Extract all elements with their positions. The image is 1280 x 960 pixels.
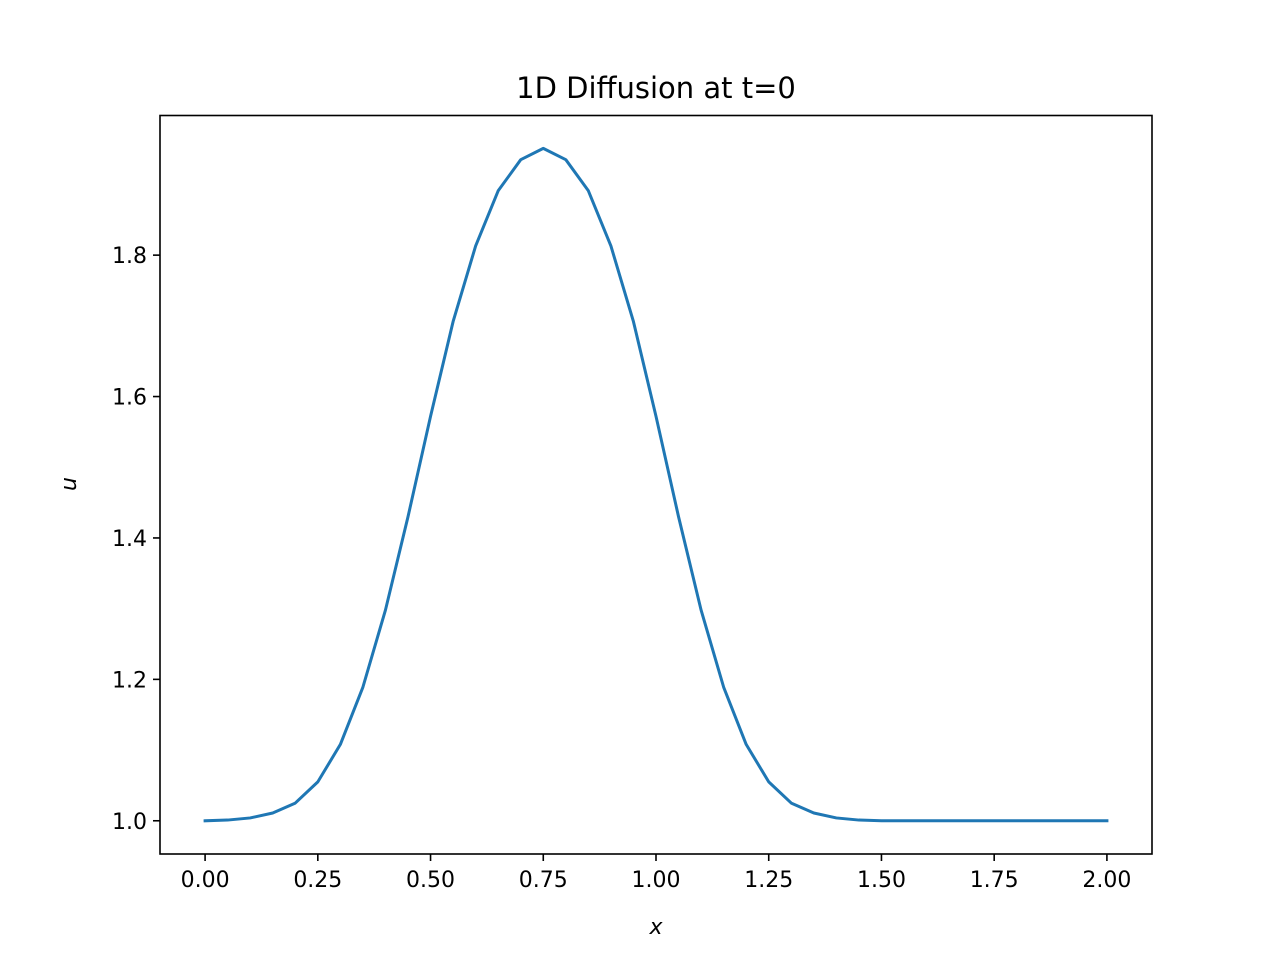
- y-tick-label: 1.6: [112, 386, 147, 411]
- series-layer: [203, 146, 1109, 823]
- x-tick-label: 0.50: [406, 868, 455, 893]
- x-tick-label: 2.00: [1082, 868, 1131, 893]
- x-axis: 0.00 0.25 0.50 0.75 1.00 1.25 1.50 1.75 2.00: [181, 854, 1131, 893]
- plot-area: 0.00 0.25 0.50 0.75 1.00 1.25 1.50 1.75 2.00 1.0…: [112, 114, 1153, 893]
- y-tick-label: 1.0: [112, 810, 147, 835]
- x-tick-label: 1.00: [632, 868, 681, 893]
- y-axis: 1.0 1.2 1.4 1.6 1.8: [112, 244, 160, 835]
- y-tick-label: 1.2: [112, 668, 147, 693]
- x-tick-label: 1.75: [970, 868, 1019, 893]
- x-tick-label: 1.50: [857, 868, 906, 893]
- x-axis-label: x: [648, 915, 663, 940]
- x-tick-label: 0.25: [293, 868, 342, 893]
- x-tick-label: 1.25: [744, 868, 793, 893]
- x-tick-label: 0.00: [181, 868, 230, 893]
- y-axis-label: u: [57, 477, 82, 491]
- chart-title: 1D Diffusion at t=0: [516, 71, 796, 105]
- y-tick-label: 1.4: [112, 527, 147, 552]
- x-tick-label: 0.75: [519, 868, 568, 893]
- series-line-u: [203, 146, 1109, 823]
- y-tick-label: 1.8: [112, 244, 147, 269]
